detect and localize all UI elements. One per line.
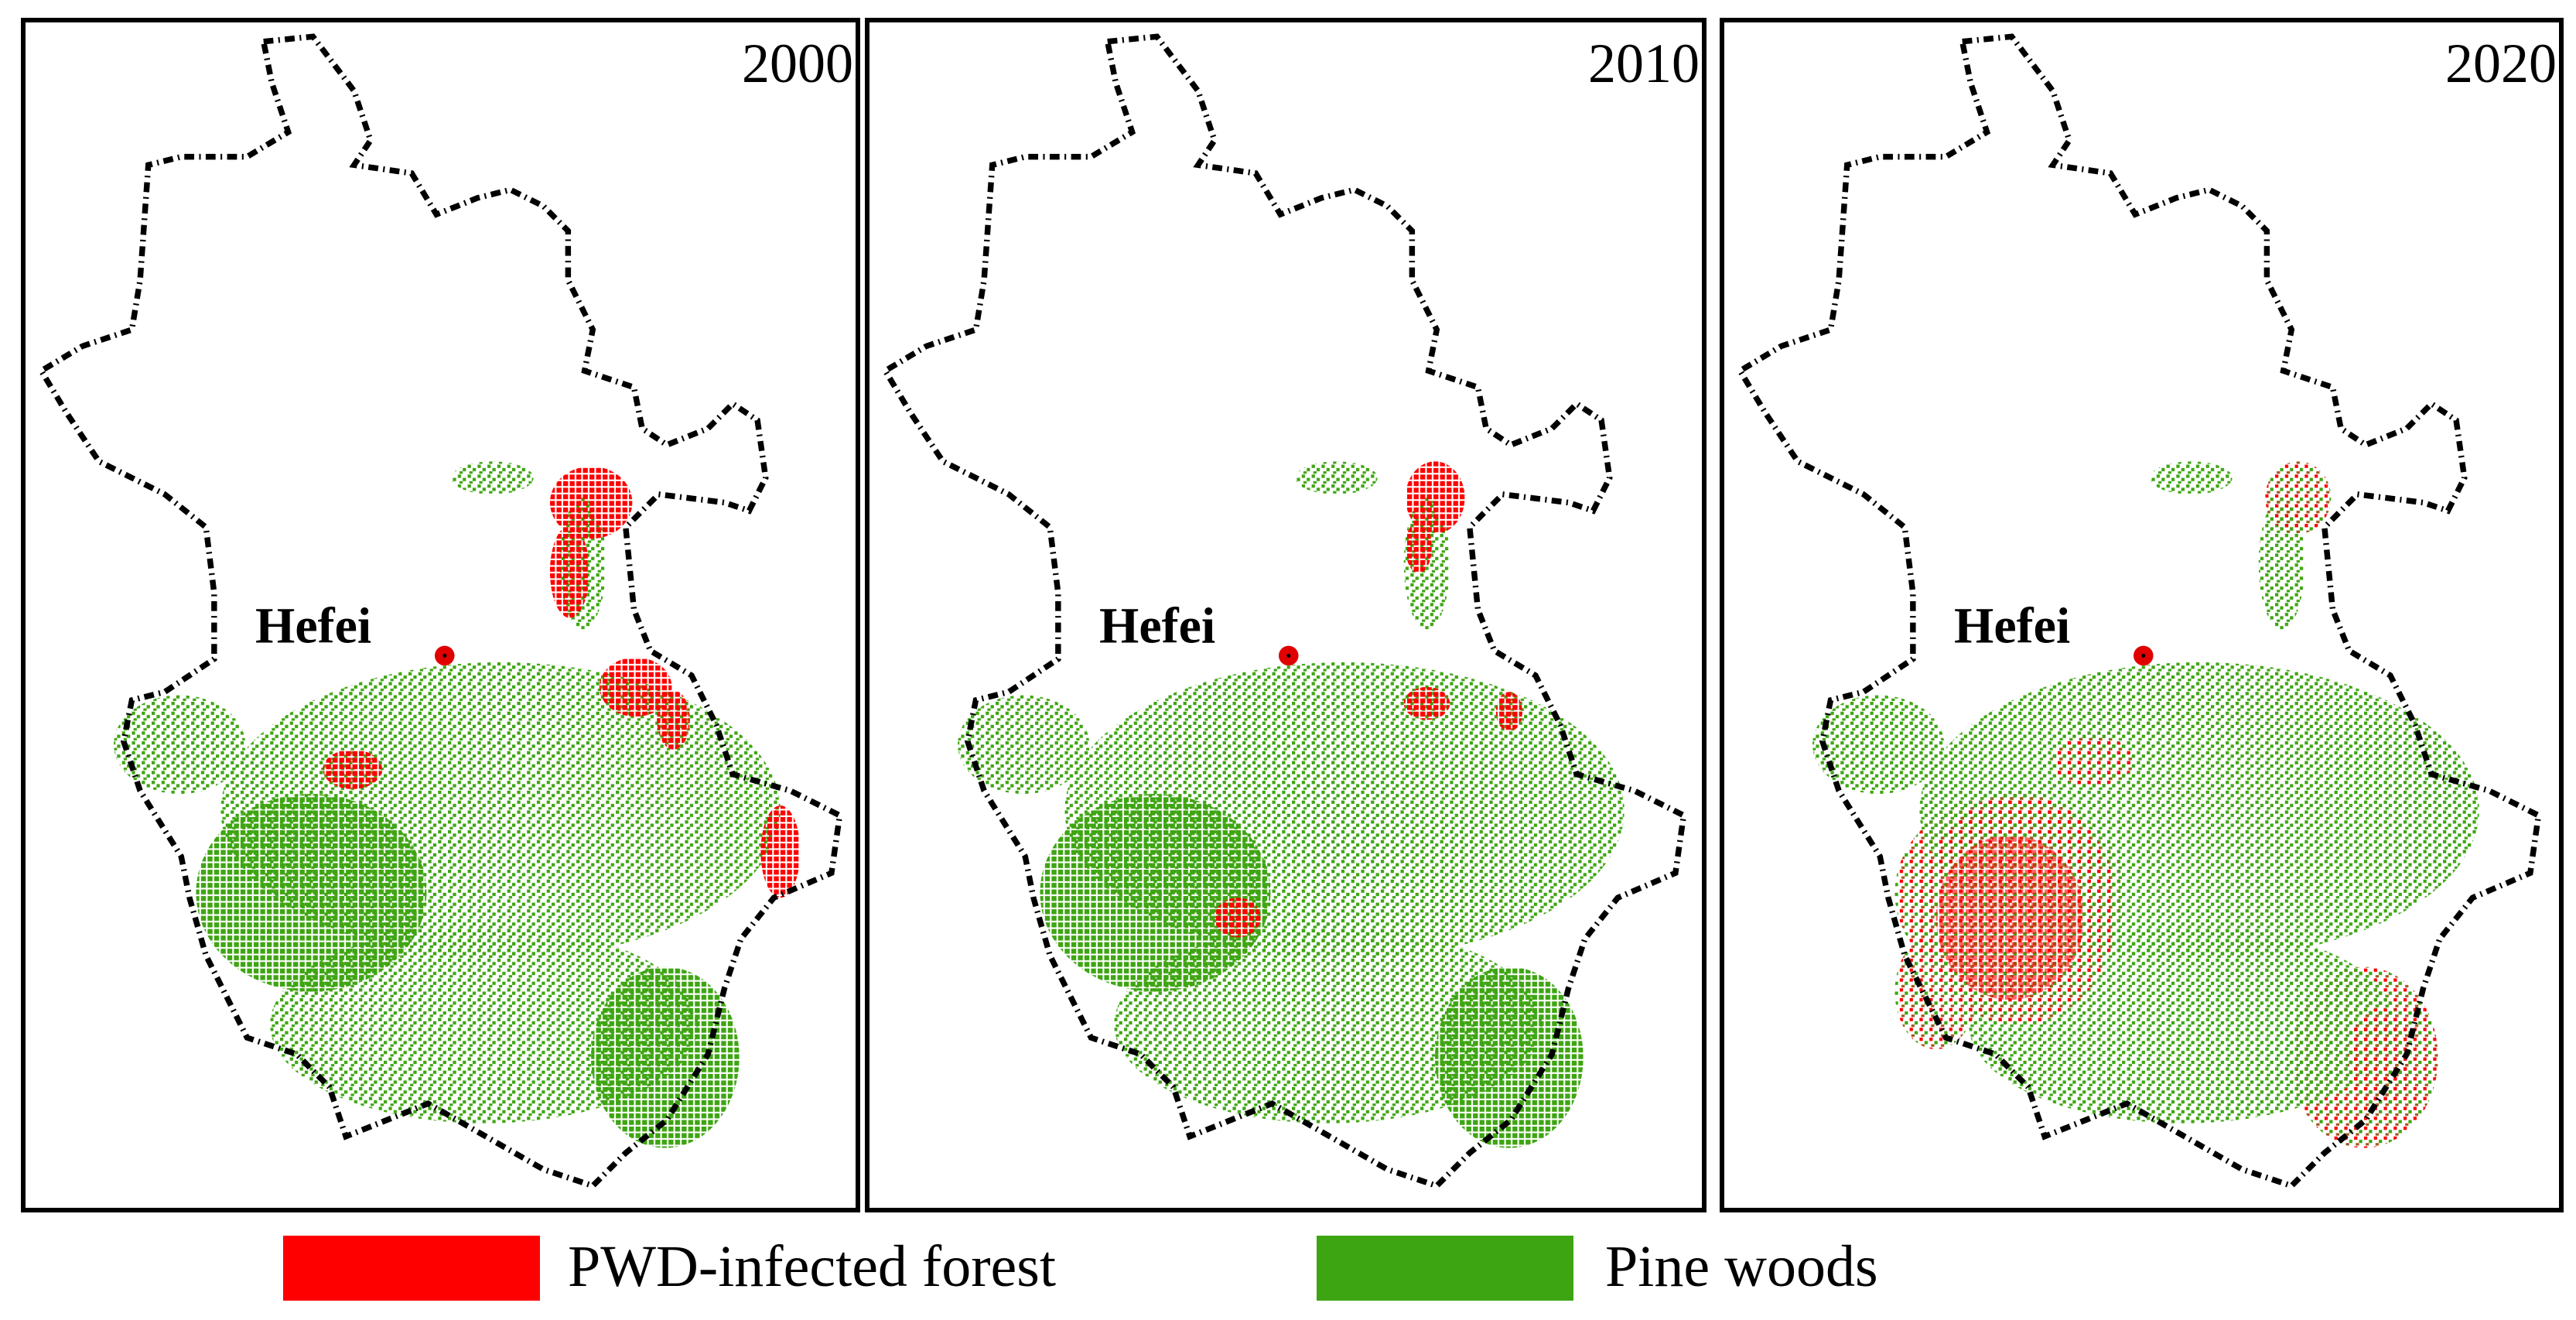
infected-area (2051, 736, 2134, 786)
infected-area (657, 690, 690, 750)
panel-year: 2010 (1588, 32, 1700, 94)
city-label: Hefei (1954, 597, 2070, 654)
legend: PWD-infected forest Pine woods (283, 1234, 1878, 1301)
city-marker-dot (442, 653, 447, 658)
legend-label: Pine woods (1605, 1234, 1878, 1299)
pine-woods-area (451, 461, 534, 494)
pine-woods-area (114, 695, 246, 795)
map: Hefei (1740, 36, 2538, 1185)
infected-area (323, 749, 382, 789)
infected-area (2265, 461, 2332, 534)
infected-area (1935, 835, 2085, 1000)
legend-label: PWD-infected forest (568, 1234, 1056, 1299)
infected-area (549, 466, 633, 539)
pine-woods-area (1295, 461, 1378, 494)
infected-area (1403, 686, 1450, 720)
infected-area (1405, 461, 1465, 534)
legend-swatch (283, 1236, 540, 1301)
pine-woods-area (220, 662, 781, 959)
infected-area (549, 525, 590, 618)
infected-area (1215, 898, 1261, 938)
pine-woods-area (1064, 662, 1625, 959)
panel-year: 2000 (742, 32, 853, 94)
map-panel: Hefei 2000 (21, 18, 860, 1212)
panel-year: 2020 (2445, 32, 2557, 94)
city-marker-dot (2141, 653, 2146, 658)
pine-woods-area (1114, 925, 1543, 1123)
infected-area (599, 657, 672, 717)
pine-woods-area (270, 925, 699, 1123)
pine-woods-area (2150, 461, 2233, 494)
pine-woods-area (1812, 695, 1945, 795)
pine-woods-area (958, 695, 1090, 795)
legend-swatch (1317, 1236, 1573, 1301)
infected-area (760, 805, 801, 898)
infected-area (2347, 1007, 2414, 1107)
infected-area (1405, 520, 1432, 574)
city-label: Hefei (255, 597, 371, 654)
map-panel: Hefei 2020 (1720, 18, 2564, 1212)
map: Hefei (885, 36, 1683, 1185)
panels: Hefei 2000 Hefei 2010 Hefei 2020 (21, 18, 2564, 1212)
city-label: Hefei (1099, 597, 1215, 654)
map: Hefei (41, 36, 839, 1185)
city-marker-dot (1286, 653, 1291, 658)
map-panel: Hefei 2010 (865, 18, 1707, 1212)
infected-area (1495, 692, 1522, 732)
